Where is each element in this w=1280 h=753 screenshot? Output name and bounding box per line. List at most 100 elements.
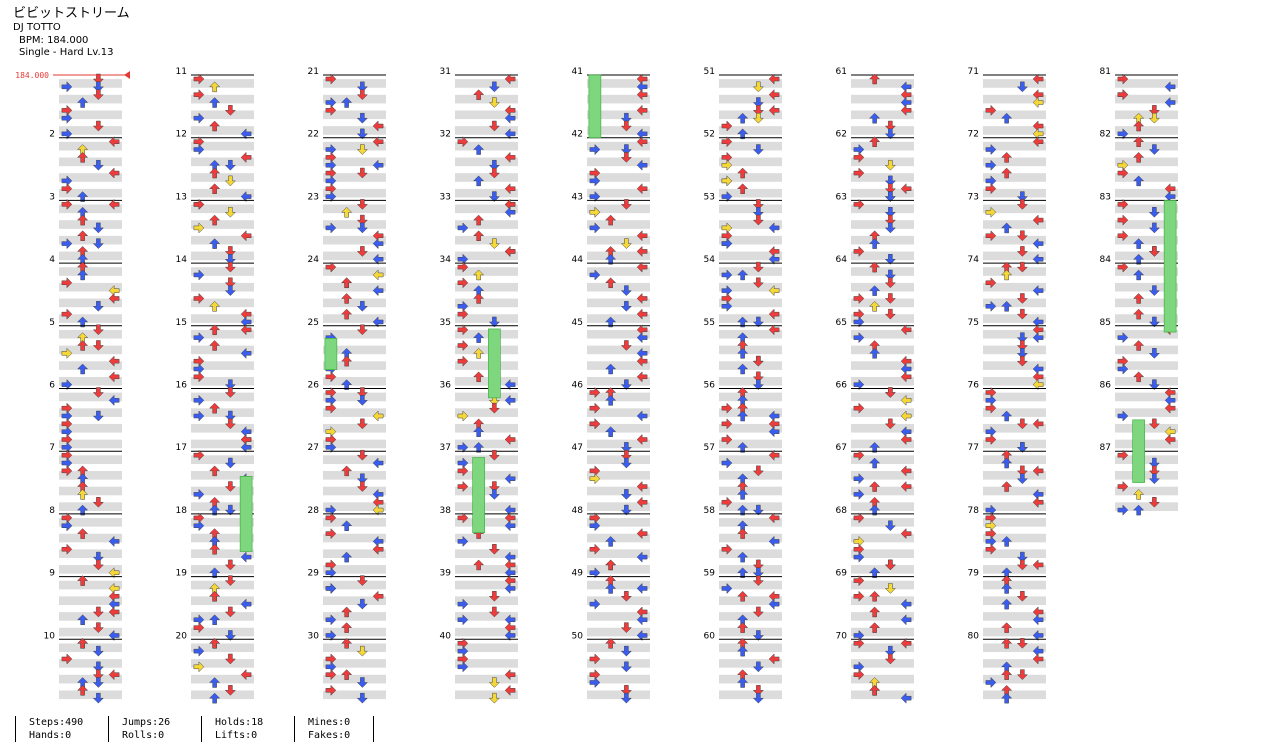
arrow-icon (884, 183, 896, 195)
beat-band (851, 502, 914, 511)
arrow-icon (473, 144, 485, 155)
beat-band (1115, 439, 1178, 449)
beat-band (191, 345, 254, 355)
hold-bar (324, 338, 338, 370)
arrow-icon (1016, 638, 1028, 649)
arrow-icon (752, 112, 764, 124)
beat-band (983, 235, 1046, 245)
beat-band (851, 596, 914, 606)
arrow-icon (985, 206, 997, 218)
arrow-icon (372, 285, 384, 297)
arrow-icon (61, 308, 73, 320)
beat-band (851, 643, 914, 653)
beat-band (455, 423, 518, 433)
arrow-icon (869, 300, 881, 312)
arrow-icon (1117, 128, 1129, 140)
beat-band (59, 423, 122, 433)
measure-number: 32 (440, 130, 451, 140)
arrow-icon (108, 535, 120, 548)
arrow-icon (108, 669, 120, 681)
measure-number: 85 (1100, 318, 1111, 328)
measure-number: 86 (1100, 381, 1112, 391)
beat-band (191, 471, 254, 480)
beat-band (59, 690, 122, 700)
beat-band (983, 314, 1046, 323)
beat-band (587, 188, 650, 198)
arrow-icon (356, 128, 368, 140)
beat-band (455, 471, 518, 480)
beat-band (323, 157, 386, 167)
arrow-icon (504, 684, 516, 696)
arrow-icon (356, 449, 368, 461)
beat-band (851, 188, 914, 198)
arrow-icon (620, 199, 632, 210)
beat-band (59, 141, 122, 151)
arrow-icon (1032, 559, 1044, 571)
arrow-icon (589, 143, 601, 156)
arrow-icon (605, 214, 617, 226)
arrow-icon (605, 253, 617, 265)
arrow-icon (721, 136, 733, 148)
arrow-icon (1133, 340, 1145, 351)
beat-band (191, 314, 254, 323)
arrow-icon (193, 143, 205, 156)
beat-band (587, 643, 650, 653)
arrow-icon (77, 214, 89, 226)
arrow-icon (752, 465, 764, 477)
arrow-icon (985, 159, 997, 171)
arrow-icon (1133, 238, 1145, 249)
arrow-icon (61, 520, 73, 532)
beat-band (719, 282, 782, 292)
arrow-icon (325, 441, 337, 453)
arrow-icon (504, 73, 516, 85)
arrow-icon (869, 347, 881, 359)
beat-band (983, 408, 1046, 417)
measure-number: 82 (1100, 130, 1111, 140)
beat-band (983, 643, 1046, 653)
arrow-icon (1133, 293, 1145, 304)
arrow-icon (77, 614, 89, 626)
measure-number: 46 (572, 381, 584, 391)
arrow-icon (636, 89, 648, 101)
arrow-icon (92, 559, 104, 571)
beat-band (1115, 79, 1178, 88)
arrow-icon (209, 590, 221, 602)
beat-band (191, 94, 254, 104)
arrow-icon (900, 433, 912, 446)
arrow-icon (92, 159, 104, 171)
beat-band (587, 674, 650, 684)
arrow-icon (636, 261, 648, 273)
arrow-icon (985, 433, 997, 446)
beat-band (983, 141, 1046, 151)
arrow-icon (737, 112, 749, 124)
arrow-icon (372, 457, 384, 469)
beat-band (983, 251, 1046, 261)
arrow-icon (869, 442, 881, 453)
beat-band (455, 486, 518, 496)
beat-band (983, 627, 1046, 637)
arrow-icon (636, 104, 648, 116)
arrow-icon (1032, 96, 1044, 109)
arrow-icon (92, 661, 104, 673)
beat-band (587, 659, 650, 668)
arrow-icon (488, 402, 500, 414)
arrow-icon (853, 488, 865, 500)
arrow-icon (752, 97, 764, 108)
arrow-icon (853, 473, 865, 485)
arrow-icon (92, 496, 104, 508)
measure-number: 65 (836, 318, 847, 328)
arrow-icon (488, 120, 500, 132)
beat-band (59, 251, 122, 261)
arrow-icon (900, 104, 912, 116)
bpm-marker-value: 184.000 (15, 71, 49, 80)
arrow-icon (209, 300, 221, 312)
arrow-icon (224, 159, 236, 171)
beat-band (587, 173, 650, 182)
measure-number: 18 (176, 506, 188, 516)
arrow-icon (589, 269, 601, 281)
arrow-icon (488, 606, 500, 618)
arrow-icon (853, 292, 865, 305)
arrow-icon (356, 481, 368, 492)
measure-number: 51 (704, 67, 715, 77)
arrow-icon (900, 371, 912, 383)
